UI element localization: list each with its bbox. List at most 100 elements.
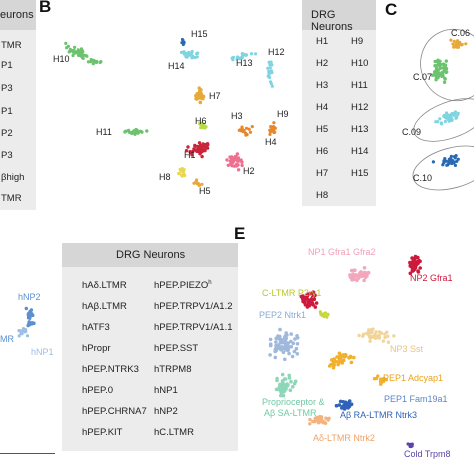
np1-point: [365, 273, 369, 278]
h10-point: [98, 60, 102, 65]
pep2-point: [283, 335, 287, 339]
np3-point: [368, 330, 372, 335]
panel-a-item: P3: [1, 150, 13, 161]
panel-e-label-adltmr: Aδ-LTMR Ntrk2: [313, 433, 375, 443]
prop-point: [281, 386, 285, 391]
pep1b-point: [379, 377, 383, 381]
pep1-point: [341, 358, 346, 363]
h9-point: [268, 132, 272, 136]
panel-e-label-pep1a: PEP1 Adcyap1: [383, 373, 443, 383]
h1-point: [197, 145, 201, 149]
cluster-label-h4: H4: [265, 137, 277, 147]
pep2-point: [294, 346, 299, 351]
c10-point: [445, 163, 449, 167]
pep2-point: [279, 347, 284, 352]
panel-d-table-cell: hTRPM8: [154, 364, 192, 375]
c09-point: [439, 121, 443, 125]
panel-b-table-header: DRG Neurons: [311, 9, 353, 33]
c07-point: [434, 64, 438, 68]
c07-point: [434, 68, 438, 73]
h11-point: [124, 129, 128, 133]
prop-point: [275, 376, 279, 381]
panel-letter-b: B: [39, 0, 52, 16]
cold-point: [410, 444, 414, 448]
c09-point: [443, 119, 447, 124]
hnp1-point: [21, 327, 26, 331]
c06-point: [458, 40, 462, 44]
cluster-label-h5: H5: [199, 186, 211, 196]
h12-point: [270, 63, 274, 67]
panel-e-label-pep1b: PEP1 Fam19a1: [384, 394, 448, 404]
pep2-point: [273, 355, 278, 360]
pep1-point: [331, 360, 336, 364]
pep1-point: [352, 355, 356, 360]
h1-point: [203, 142, 207, 147]
abra-point: [338, 399, 343, 404]
h10-point: [81, 56, 85, 61]
h8-point: [178, 167, 182, 171]
pep2-point: [274, 348, 279, 353]
h5-point: [194, 180, 198, 184]
pep2-point: [293, 337, 297, 341]
h14-point: [186, 51, 190, 56]
np3-point: [383, 332, 387, 336]
c09-point: [453, 110, 457, 114]
panel-b-table-cell: H15: [351, 168, 369, 179]
h10-point: [76, 48, 80, 52]
panel-d-table-cell: hPEP.TRPV1/A1.2: [154, 301, 233, 312]
h8-point: [180, 174, 184, 178]
prop-point: [285, 382, 289, 386]
cluster-label-h10: H10: [53, 54, 70, 64]
pep2-point: [289, 339, 293, 344]
panel-d-table-cell: hNP2: [154, 406, 178, 417]
cluster-label-h2: H2: [243, 166, 255, 176]
h2-point: [239, 158, 243, 162]
h5-point: [196, 182, 200, 186]
panel-b-table-cell: H6: [316, 146, 329, 157]
h13-point: [231, 58, 235, 62]
c06-point: [454, 41, 458, 46]
h12-point: [269, 60, 273, 64]
c09-point: [456, 113, 460, 117]
cltmr-point: [314, 301, 319, 305]
hnp2-point: [24, 306, 28, 311]
c10-point: [453, 163, 457, 167]
h2-point: [231, 160, 235, 164]
panel-b-table-cell: H13: [351, 124, 369, 135]
c07-point: [441, 74, 445, 78]
panel-d-table: DRG Neurons hAδ.LTMR hAβ.LTMR hATF3 hPro…: [62, 243, 238, 451]
c09-point: [442, 114, 446, 118]
prop-point: [278, 382, 282, 387]
h2-point: [229, 162, 233, 167]
h2-point: [230, 155, 234, 159]
h10-point: [73, 51, 77, 55]
c07-point: [443, 63, 447, 67]
panel-c-label-c07: C.07: [413, 72, 432, 82]
h14-point: [195, 55, 199, 59]
prop-point: [279, 393, 283, 398]
h13-point: [249, 52, 254, 56]
np3-point: [386, 340, 391, 344]
h2-point: [236, 168, 241, 172]
h2-point: [235, 152, 240, 156]
c10-point: [431, 160, 435, 164]
hnp2-point: [28, 311, 33, 315]
h6-point: [200, 121, 204, 125]
prop-point: [287, 376, 292, 380]
h8-point: [183, 173, 187, 178]
cluster-label-h13: H13: [236, 58, 253, 68]
cltmr-point: [311, 292, 316, 296]
panel-d-table-cell: hPEP.NTRK3: [82, 364, 139, 375]
np3-point: [374, 330, 378, 334]
cltmr-edge-point: [319, 312, 323, 316]
panel-a-item: TMR: [1, 40, 22, 51]
np2-point: [408, 271, 413, 276]
np3-point: [383, 335, 387, 340]
adltmr-point: [324, 416, 328, 420]
prop-point: [277, 385, 282, 390]
pep2-point: [287, 351, 291, 356]
cltmr-edge-point: [325, 315, 329, 319]
panel-d-table-cell: hPEP.0: [82, 385, 113, 396]
h8-point: [182, 168, 186, 172]
c10-point: [449, 154, 453, 158]
